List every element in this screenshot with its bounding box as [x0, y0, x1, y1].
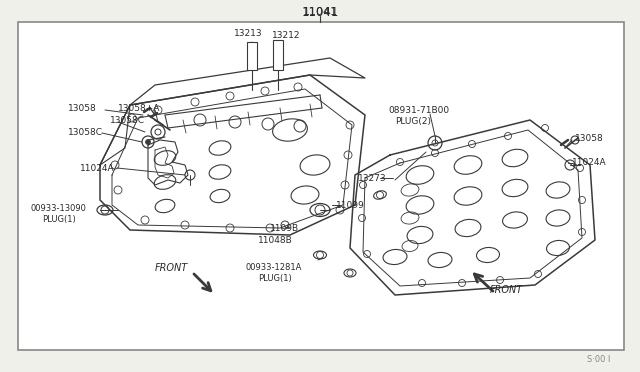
Text: 13213: 13213: [234, 29, 262, 38]
Text: 13273: 13273: [358, 173, 387, 183]
Text: 11099: 11099: [336, 201, 365, 209]
Text: PLUG(2): PLUG(2): [395, 116, 431, 125]
Text: PLUG(1): PLUG(1): [258, 273, 292, 282]
FancyBboxPatch shape: [247, 42, 257, 70]
Text: FRONT: FRONT: [490, 285, 524, 295]
Text: 13212: 13212: [272, 31, 301, 39]
Text: 11024A: 11024A: [80, 164, 115, 173]
Text: 13058+A: 13058+A: [118, 103, 161, 112]
Text: 11048B: 11048B: [258, 235, 292, 244]
Text: PLUG(1): PLUG(1): [42, 215, 76, 224]
FancyBboxPatch shape: [18, 22, 624, 350]
Text: 1109B: 1109B: [270, 224, 299, 232]
Text: 00933-13090: 00933-13090: [30, 203, 86, 212]
Text: S·00 l: S·00 l: [587, 356, 610, 365]
Text: 13058C: 13058C: [110, 115, 145, 125]
Circle shape: [145, 140, 150, 144]
Text: 11024A: 11024A: [572, 157, 607, 167]
Text: 11041: 11041: [301, 6, 339, 19]
Text: 13058C: 13058C: [68, 128, 103, 137]
FancyBboxPatch shape: [273, 40, 283, 70]
Text: 13058: 13058: [68, 103, 97, 112]
Text: 13058: 13058: [575, 134, 604, 142]
Text: FRONT: FRONT: [155, 263, 188, 273]
Text: 08931-71B00: 08931-71B00: [388, 106, 449, 115]
Text: 00933-1281A: 00933-1281A: [245, 263, 301, 272]
Text: 11041: 11041: [303, 7, 337, 17]
